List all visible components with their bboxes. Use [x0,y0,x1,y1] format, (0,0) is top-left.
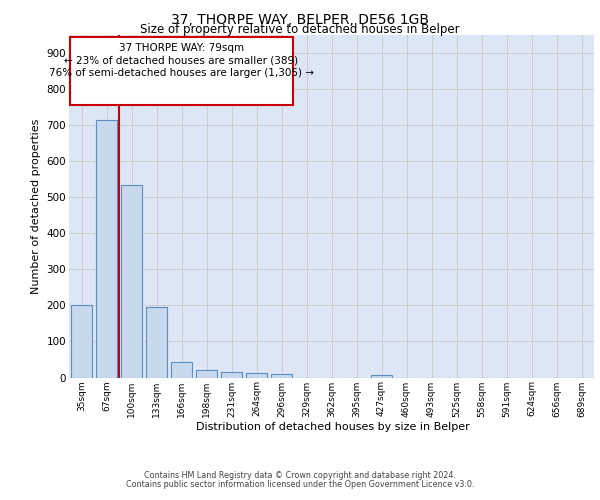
Bar [196,370,217,378]
Text: 37, THORPE WAY, BELPER, DE56 1GB: 37, THORPE WAY, BELPER, DE56 1GB [171,12,429,26]
Text: Size of property relative to detached houses in Belper: Size of property relative to detached ho… [140,22,460,36]
Text: Contains public sector information licensed under the Open Government Licence v3: Contains public sector information licen… [126,480,474,489]
Text: Distribution of detached houses by size in Belper: Distribution of detached houses by size … [196,422,470,432]
Text: 76% of semi-detached houses are larger (1,305) →: 76% of semi-detached houses are larger (… [49,68,314,78]
Bar [146,307,167,378]
FancyBboxPatch shape [70,37,293,106]
Bar [246,373,267,378]
Bar [371,374,392,378]
Bar [171,362,192,378]
Bar [96,120,117,378]
Bar [221,372,242,378]
Text: ← 23% of detached houses are smaller (389): ← 23% of detached houses are smaller (38… [64,56,299,66]
Text: 37 THORPE WAY: 79sqm: 37 THORPE WAY: 79sqm [119,43,244,53]
Bar [71,306,92,378]
Bar [121,184,142,378]
Text: Contains HM Land Registry data © Crown copyright and database right 2024.: Contains HM Land Registry data © Crown c… [144,471,456,480]
Y-axis label: Number of detached properties: Number of detached properties [31,118,41,294]
Bar [271,374,292,378]
